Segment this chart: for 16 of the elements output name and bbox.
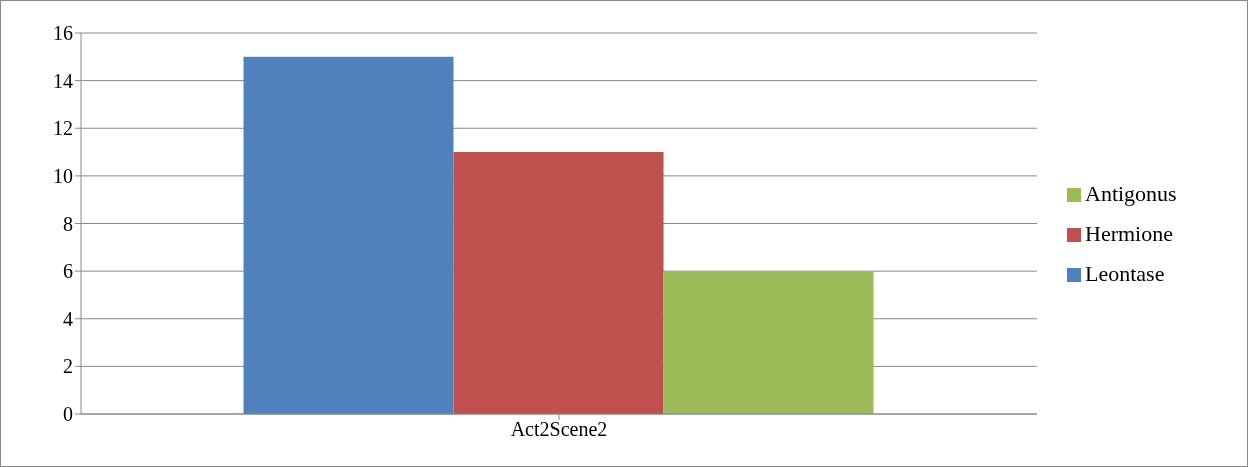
bar: [243, 56, 454, 414]
y-tick-label: 16: [53, 22, 73, 45]
bar: [453, 152, 664, 414]
y-tick-label: 14: [53, 69, 73, 92]
legend-label: Hermione: [1085, 220, 1173, 246]
y-tick-label: 0: [63, 403, 73, 426]
y-tick-label: 12: [53, 117, 73, 140]
y-tick-label: 2: [63, 355, 73, 378]
legend-label: Leontase: [1085, 260, 1165, 286]
bar: [663, 271, 874, 414]
x-tick-label: Act2Scene2: [510, 418, 608, 441]
legend-label: Antigonus: [1085, 180, 1177, 206]
y-tick-label: 4: [63, 307, 73, 330]
y-tick-label: 8: [63, 212, 73, 235]
y-tick-label: 6: [63, 260, 73, 283]
y-tick-label: 10: [53, 164, 73, 187]
